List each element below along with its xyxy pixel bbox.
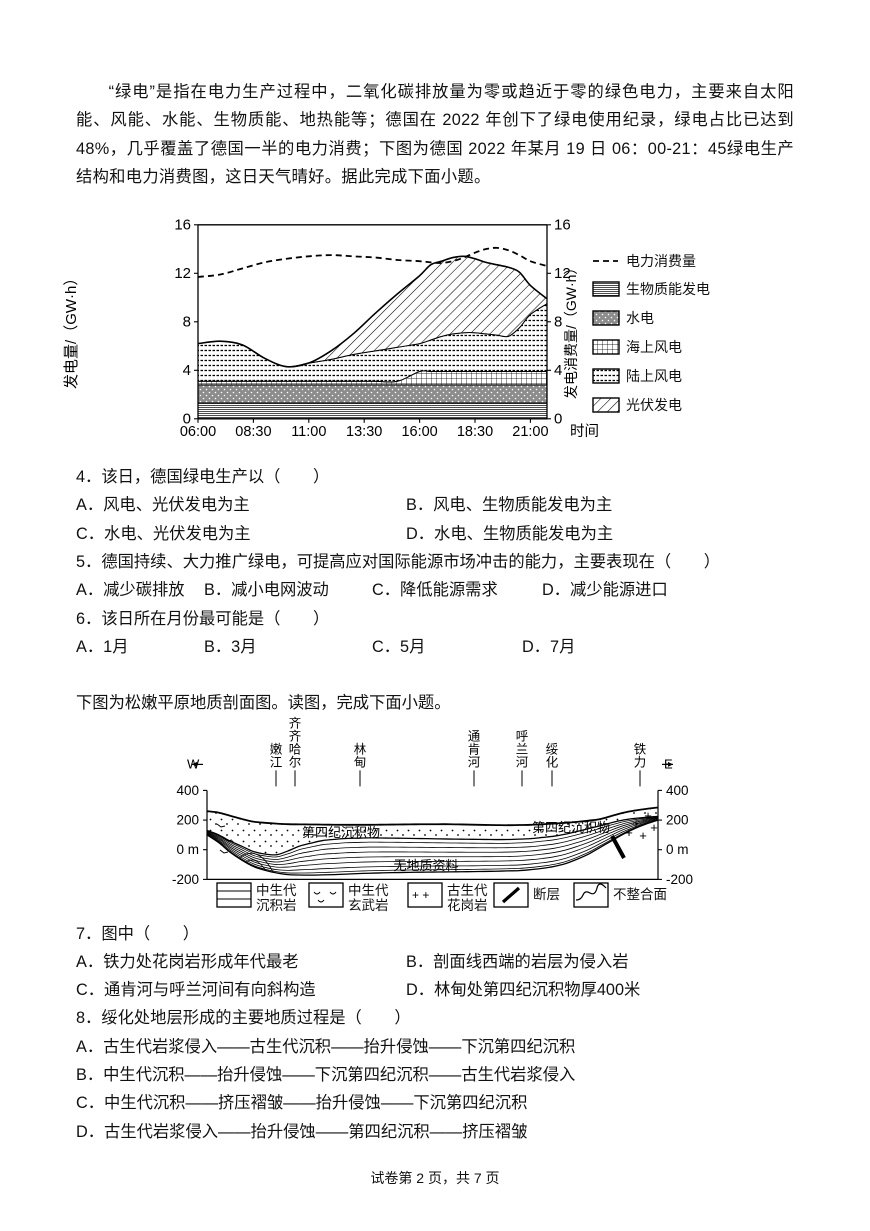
svg-text:无地质资料: 无地质资料 [393, 858, 458, 873]
svg-text:400: 400 [666, 782, 689, 797]
svg-text:第四纪沉积物: 第四纪沉积物 [302, 825, 380, 840]
svg-text:8: 8 [554, 313, 562, 330]
svg-text:+: + [639, 828, 647, 843]
svg-text:16: 16 [554, 216, 571, 233]
svg-text:齐: 齐 [289, 728, 302, 743]
svg-text:甸: 甸 [354, 755, 367, 769]
svg-text:河: 河 [468, 755, 481, 769]
svg-text:18:30: 18:30 [457, 424, 493, 440]
svg-text:哈: 哈 [289, 742, 302, 756]
svg-text:21:00: 21:00 [512, 424, 548, 440]
svg-text:13:30: 13:30 [346, 424, 382, 440]
svg-text:发电量/（GW·h）: 发电量/（GW·h） [63, 271, 80, 389]
svg-text:16: 16 [174, 216, 191, 233]
svg-text:尔: 尔 [289, 754, 302, 769]
svg-text:江: 江 [270, 755, 283, 769]
svg-text:齐: 齐 [289, 715, 302, 730]
svg-text:0 m: 0 m [176, 842, 199, 857]
svg-text:+: + [650, 820, 658, 835]
svg-text:-200: -200 [666, 871, 693, 886]
svg-text:绥: 绥 [546, 742, 559, 756]
svg-text:第四纪沉积物: 第四纪沉积物 [532, 820, 610, 835]
svg-text:力: 力 [634, 755, 647, 769]
svg-text:200: 200 [176, 812, 199, 827]
svg-text:兰: 兰 [516, 742, 529, 756]
svg-text:铁: 铁 [634, 742, 647, 756]
svg-text:16:00: 16:00 [401, 424, 437, 440]
svg-text:08:30: 08:30 [235, 424, 271, 440]
svg-text:+: + [625, 825, 633, 840]
svg-text:通: 通 [468, 729, 481, 743]
svg-text:林: 林 [354, 742, 367, 756]
svg-text:8: 8 [183, 313, 191, 330]
svg-text:+ +: + + [412, 888, 429, 902]
svg-text:06:00: 06:00 [180, 424, 216, 440]
svg-text:11:00: 11:00 [291, 424, 326, 440]
svg-text:400: 400 [176, 782, 199, 797]
svg-text:嫩: 嫩 [270, 742, 283, 756]
svg-text:0: 0 [554, 410, 562, 427]
svg-text:呼: 呼 [516, 729, 529, 743]
svg-text:河: 河 [516, 755, 529, 769]
svg-text:时间: 时间 [570, 423, 599, 440]
svg-text:肯: 肯 [468, 742, 481, 756]
svg-text:4: 4 [554, 362, 562, 379]
svg-text:12: 12 [174, 265, 191, 282]
svg-text:200: 200 [666, 812, 689, 827]
svg-text:-200: -200 [172, 871, 199, 886]
svg-text:4: 4 [183, 362, 191, 379]
svg-text:发电消费量/（GW·h）: 发电消费量/（GW·h） [563, 261, 579, 399]
svg-text:化: 化 [546, 755, 559, 769]
svg-text:0 m: 0 m [666, 842, 689, 857]
